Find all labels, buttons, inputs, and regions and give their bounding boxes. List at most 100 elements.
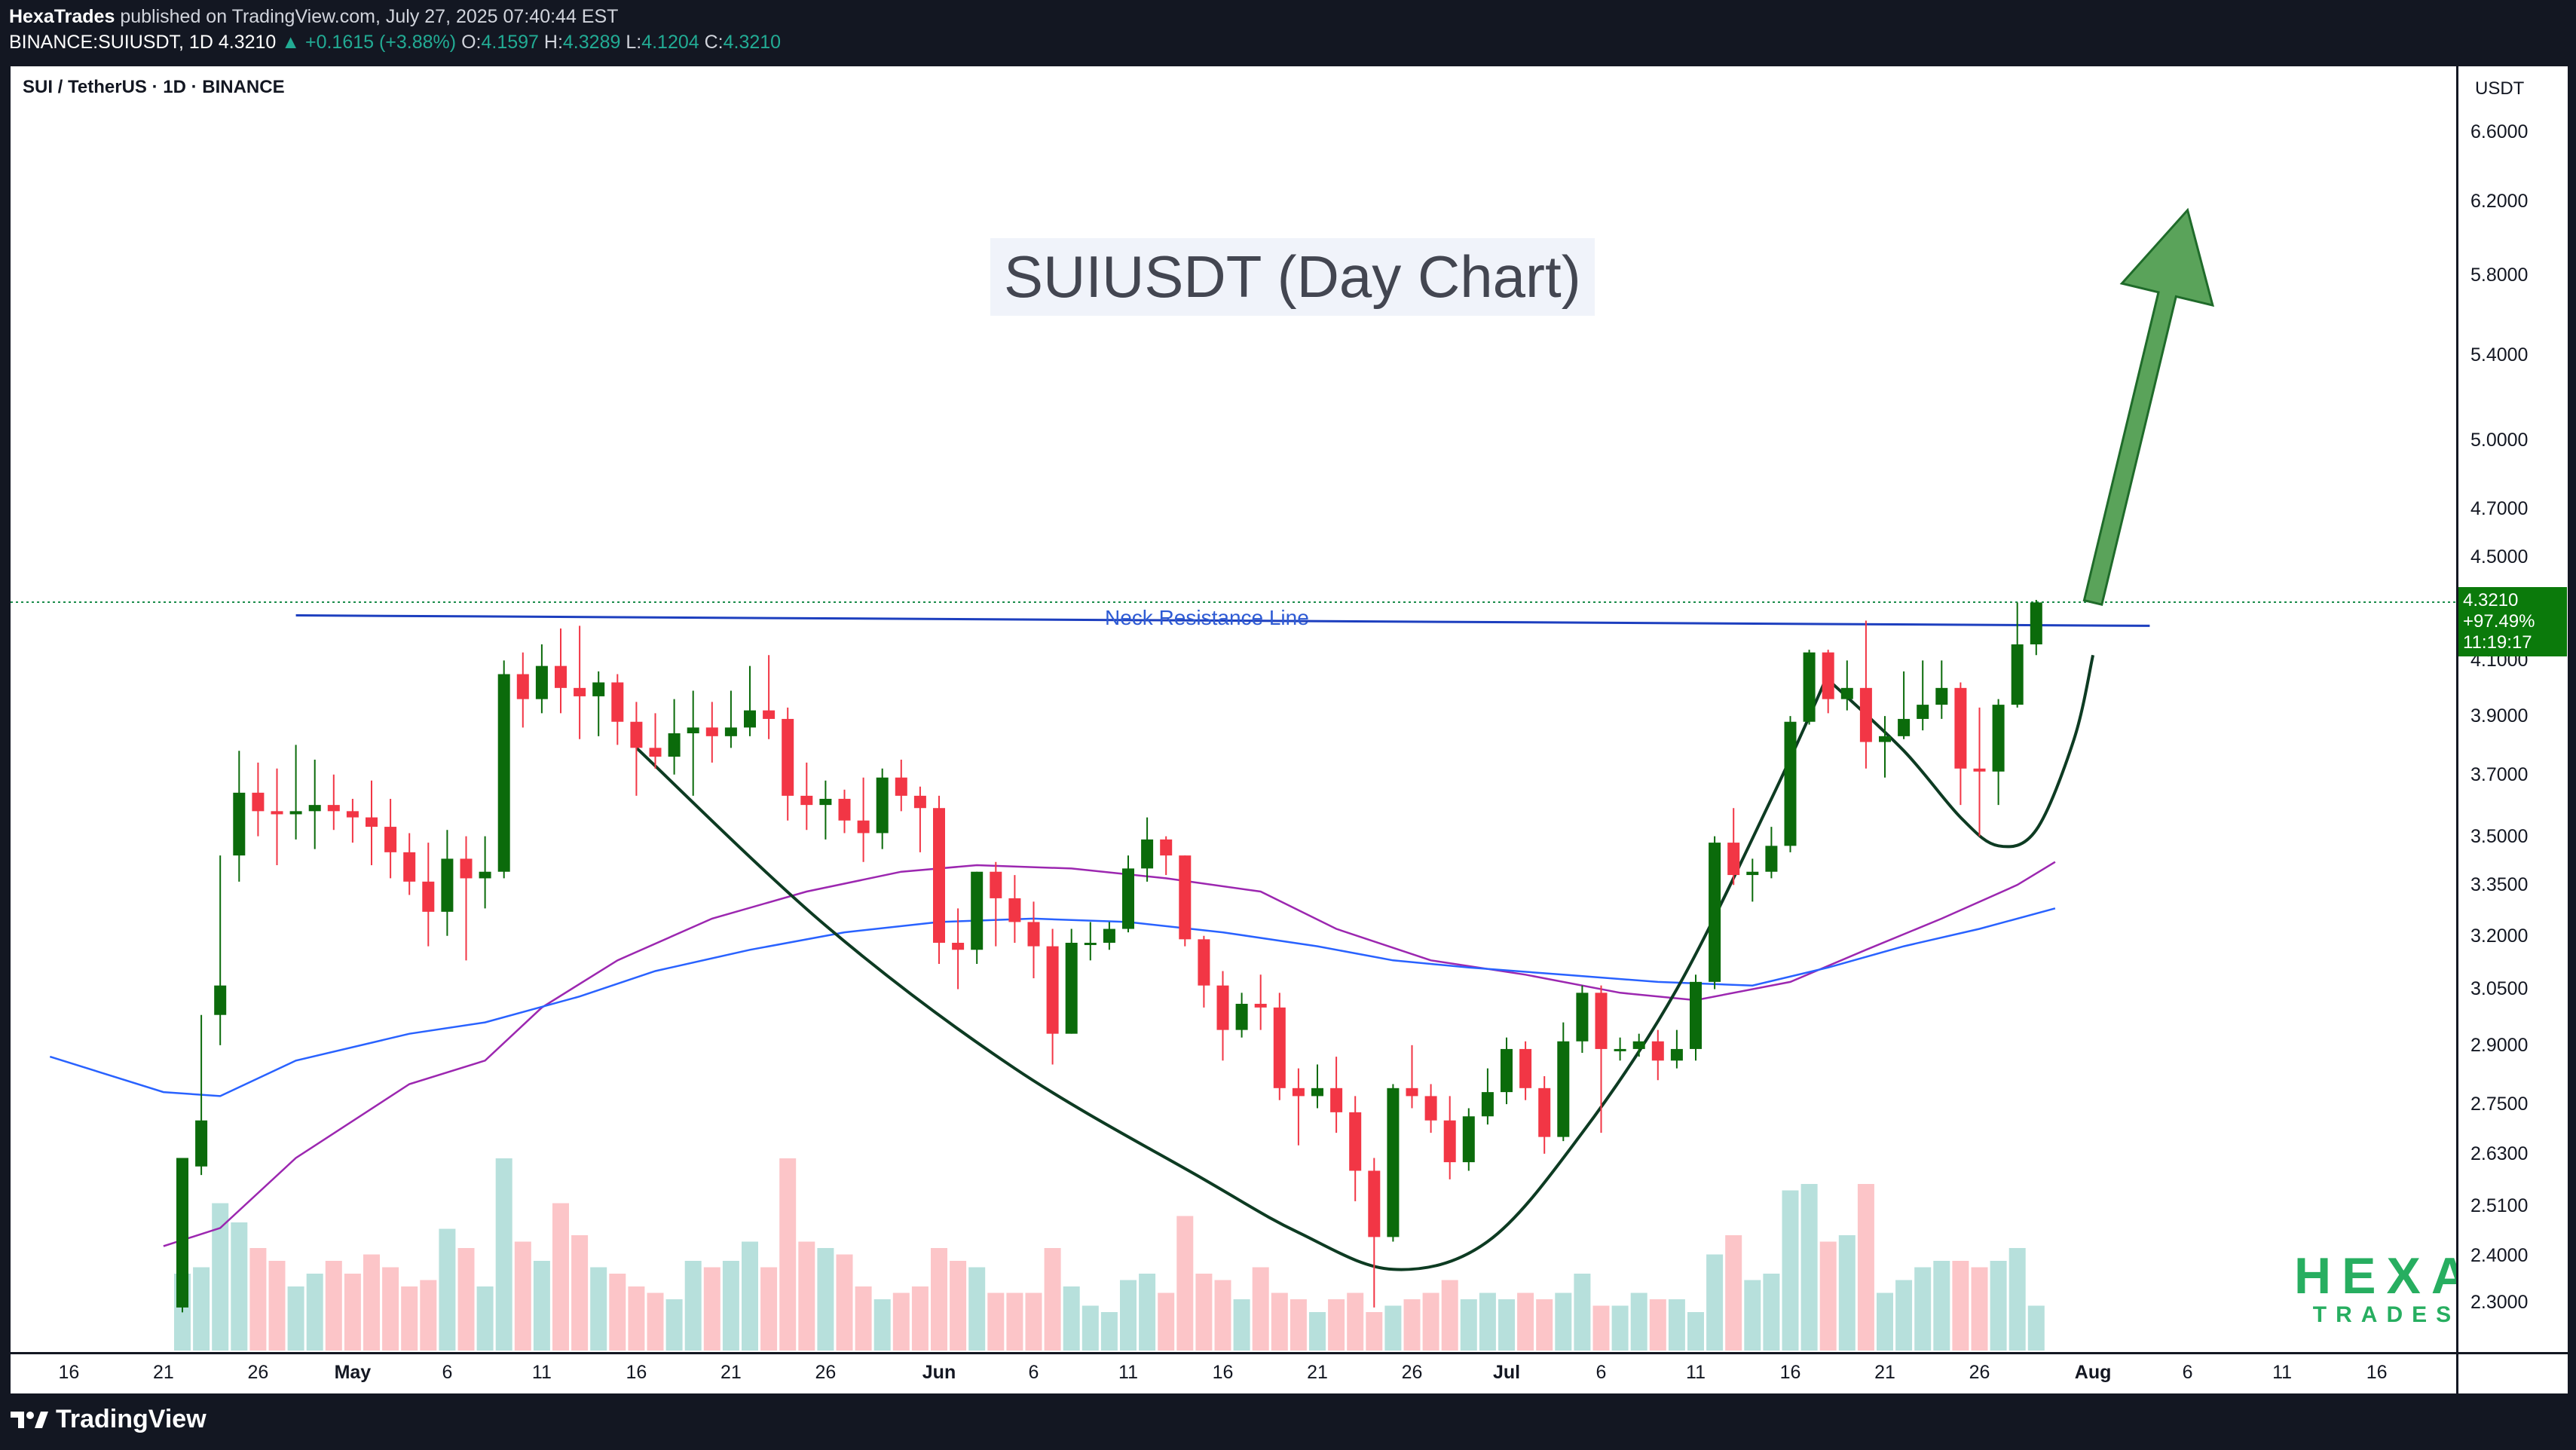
- volume-bar: [1233, 1299, 1250, 1351]
- candle-body: [497, 674, 510, 872]
- candle-body: [1141, 839, 1154, 869]
- candle-body: [800, 795, 813, 806]
- low-label: L:: [626, 32, 642, 53]
- chart-canvas[interactable]: [11, 66, 2456, 1352]
- price-axis[interactable]: USDT 6.6000 6.2000 5.8000 5.4000 5.0000 4.700…: [2458, 66, 2568, 1352]
- candle-body: [1481, 1092, 1494, 1117]
- volume-bar: [647, 1292, 664, 1351]
- candle-body: [422, 881, 435, 912]
- volume-bar: [609, 1274, 626, 1351]
- volume-bar: [760, 1267, 778, 1351]
- volume-bar: [1158, 1292, 1175, 1351]
- volume-bar: [1838, 1235, 1856, 1351]
- moving-average-blue: [49, 907, 2056, 1097]
- volume-bar: [363, 1254, 380, 1351]
- neck-resistance-label[interactable]: Neck Resistance Line: [1105, 606, 1309, 629]
- volume-bar: [1498, 1299, 1515, 1351]
- volume-bar: [249, 1248, 267, 1351]
- volume-bar: [1877, 1292, 1893, 1351]
- handle-curve: [1827, 654, 2095, 849]
- chart-pane[interactable]: SUI / TetherUS · 1D · BINANCE SUIUSDT (D…: [11, 66, 2456, 1352]
- candle-body: [1198, 939, 1210, 986]
- neck-resistance-line: [295, 614, 2150, 627]
- volume-bar: [1687, 1312, 1704, 1351]
- candle-body: [1122, 868, 1134, 929]
- candle-body: [1501, 1048, 1513, 1093]
- publisher-name[interactable]: HexaTrades: [9, 6, 115, 27]
- axis-corner: [2458, 1354, 2568, 1393]
- volume-bar: [1555, 1292, 1572, 1351]
- volume-bar: [533, 1261, 550, 1351]
- volume-bar: [306, 1274, 323, 1351]
- chart-title-annotation[interactable]: SUIUSDT (Day Chart): [990, 238, 1595, 316]
- currency-label[interactable]: USDT: [2475, 78, 2525, 99]
- candle-body: [630, 721, 643, 748]
- candle-body: [1632, 1041, 1645, 1049]
- time-tick-label: 21: [152, 1362, 174, 1383]
- candle-body: [1917, 705, 1929, 719]
- tradingview-logo[interactable]: TradingView: [9, 1405, 207, 1434]
- candle-body: [1311, 1088, 1323, 1097]
- time-tick-label: 11: [531, 1362, 552, 1383]
- up-triangle-icon: ▲: [281, 32, 301, 53]
- candle-body: [1330, 1088, 1343, 1112]
- volume-bar: [836, 1254, 853, 1351]
- candle-body: [1046, 946, 1059, 1034]
- footer-bar: TradingView: [0, 1396, 2576, 1450]
- candle-body: [1235, 1003, 1248, 1030]
- time-axis[interactable]: 16 21 26 May 6 11 16 21 26 Jun 6 11 16 21 26 Jul 6 11 16 21…: [11, 1354, 2456, 1393]
- chart-symbol-label: SUI / TetherUS · 1D · BINANCE: [23, 77, 285, 97]
- close-label: C:: [704, 32, 724, 53]
- candle-body: [1879, 736, 1891, 742]
- volume-bar: [552, 1203, 569, 1351]
- tag-change: +97.49%: [2463, 611, 2535, 632]
- volume-bar: [798, 1241, 815, 1351]
- price-tick-label: 4.5000: [2470, 546, 2529, 568]
- tradingview-icon: [11, 1411, 48, 1428]
- candle-body: [668, 733, 681, 757]
- volume-bar: [1139, 1274, 1156, 1351]
- candle-body: [308, 805, 321, 812]
- volume-bar: [665, 1299, 683, 1351]
- candle-body: [876, 777, 889, 834]
- time-tick-label: 16: [1779, 1362, 1801, 1383]
- candle-body: [933, 808, 945, 943]
- candle-body: [1859, 687, 1872, 742]
- volume-bar: [1706, 1254, 1724, 1351]
- time-tick-label: 21: [720, 1362, 742, 1383]
- price-tick-label: 5.8000: [2470, 265, 2529, 286]
- volume-bar: [571, 1235, 589, 1351]
- volume-bar: [1214, 1280, 1231, 1351]
- volume-bar: [1290, 1299, 1307, 1351]
- candle-body: [1898, 718, 1911, 736]
- candle-body: [460, 858, 473, 879]
- volume-bar: [873, 1299, 891, 1351]
- volume-bar: [1063, 1286, 1080, 1351]
- time-tick-label: 6: [442, 1362, 453, 1383]
- time-tick-label: 26: [815, 1362, 837, 1383]
- volume-bar: [1384, 1305, 1402, 1351]
- price-tick-label: 2.4000: [2470, 1244, 2529, 1266]
- volume-bar: [1517, 1292, 1534, 1351]
- cup-curve: [635, 673, 1830, 1271]
- volume-bar: [911, 1286, 929, 1351]
- candle-body: [895, 777, 907, 796]
- candle-body: [649, 748, 662, 757]
- candle-body: [611, 682, 624, 722]
- candle-body: [1935, 687, 1948, 705]
- candle-body: [1008, 898, 1021, 922]
- high-value: 4.3289: [562, 32, 621, 53]
- volume-bar: [1630, 1292, 1647, 1351]
- candle-body: [574, 687, 586, 696]
- candle-body: [1103, 928, 1115, 943]
- candle-body: [1690, 981, 1702, 1049]
- logo-trades-text: TRADES: [2312, 1302, 2456, 1327]
- volume-bar: [1479, 1292, 1496, 1351]
- candle-body: [724, 727, 737, 736]
- candle-body: [687, 727, 699, 734]
- volume-bar: [628, 1286, 645, 1351]
- volume-bar: [1006, 1292, 1023, 1351]
- time-tick-label: 16: [626, 1362, 647, 1383]
- last-price: 4.3210: [218, 32, 277, 53]
- time-tick-label: Jul: [1492, 1362, 1521, 1383]
